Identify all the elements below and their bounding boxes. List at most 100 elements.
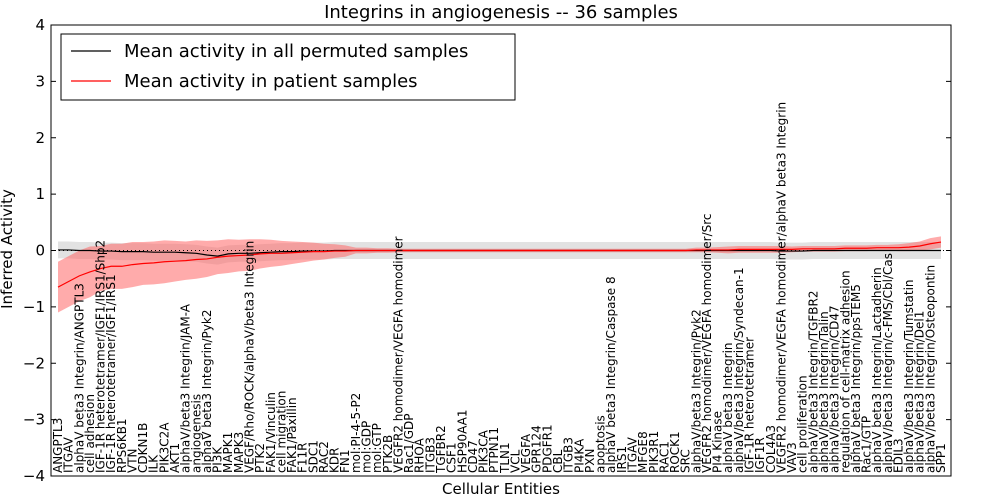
y-ticks: −4 −3 −2 −1 0 1 2 3 4 [23,16,951,485]
x-category-label: mol:GDP [360,421,374,473]
y-tick-label: 2 [35,129,45,147]
legend-patient-label: Mean activity in patient samples [124,71,418,92]
x-category-label: COL4A3 [764,425,778,473]
x-category-label: HSP90AA1 [455,409,469,473]
y-tick-label: −1 [23,298,45,316]
x-category-label: VAV3 [785,442,799,473]
x-category-label: VEGF/Rho/ROCK/alphaV/beta3 Integrin [242,241,256,473]
x-category-label: alphaV beta3 Integrin/ppsTEM5 [849,284,863,473]
x-category-label: PI4 Kinase [711,411,725,473]
legend-permuted-label: Mean activity in all permuted samples [124,41,468,62]
x-category-label: IGF-1R heterotetramer/IGF1/IRS1/Shp2 [94,240,108,473]
x-category-label: ITGAV [625,436,639,473]
chart-title: Integrins in angiogenesis -- 36 samples [324,2,678,23]
y-tick-label: 1 [35,185,45,203]
x-category-label: SDC1 [306,440,320,473]
x-category-label: RAC1 [657,441,671,473]
x-category-label: SPP1 [934,443,948,473]
x-category-label: alphaV beta3 Integrin [721,342,735,473]
x-category-label: PIK3CA [477,429,491,473]
x-category-label: F11R [296,442,310,473]
x-category-label: PI3K [211,446,225,473]
x-category-label: TLN1 [498,442,512,474]
x-category-label: AKT1 [168,443,182,473]
x-category-label: RHOA [413,437,427,473]
line-layer [51,241,951,288]
plot-frame [50,24,952,477]
x-category-label: alphaV/beta3 Integrin/Osteopontin [923,265,937,473]
x-category-label: FAK1/Paxillin [285,397,299,473]
x-category-label: ANGPTL3 [51,418,65,473]
y-tick-label: 0 [35,242,45,260]
x-category-label: alphaV/beta3 Integrin/Tumstatin [902,279,916,473]
y-tick-label: 3 [35,72,45,90]
x-category-label: VEGFR2 homodimer/VEGFA homodimer/alphaV … [774,102,788,473]
x-category-label: alphaV/beta3 Integrin/CD47 [828,305,842,473]
x-category-label: MAPK1 [221,432,235,473]
x-category-label: RPS6KB1 [115,418,129,473]
x-category-label: EDIL3 [891,438,905,473]
x-category-label: MFGE8 [636,431,650,473]
x-category-label: alphaV/beta3 Integrin/c-FMS/Cbl/Cas [881,253,895,473]
x-category-label: ITGAV [62,436,76,473]
legend: Mean activity in all permuted samples Me… [60,33,516,101]
y-tick-label: −4 [23,467,45,485]
x-category-label: IGF-1R heterotetramer [743,337,757,473]
x-category-label: alphaV beta3 Integrin/Lactadherin [870,267,884,473]
x-category-label: ROCK1 [668,431,682,473]
x-axis-label: Cellular Entities [442,480,560,498]
legend-box [60,33,516,101]
x-category-label: alphaV/beta3 Integrin/Del1 [913,311,927,473]
x-category-label: cell migration [274,391,288,473]
x-category-label: alphaV/beta3 Integrin/Pyk2 [689,309,703,473]
x-category-label: SRC [679,449,693,473]
x-category-label: FN1 [338,449,352,473]
x-category-label: apoptosis [594,415,608,473]
x-category-label: alphaV beta3 Integrin/Pyk2 [200,310,214,473]
x-category-label: ILK [147,454,161,473]
x-category-label: FAK1/Vinculin [264,392,278,473]
y-tick-label: 4 [35,16,45,34]
x-category-label: PTK2 [253,443,267,473]
x-category-label: Rac1/GTP [860,416,874,473]
x-category-label: VEGFR2 homodimer/VEGFA homodimer/Src [700,213,714,473]
x-category-label: cell proliferation [796,375,810,473]
x-category-label: CSF1 [445,442,459,473]
x-category-label: RAC2 [317,441,331,473]
x-category-label: IRS1 [615,446,629,473]
x-category-label: CDKN1B [136,423,150,473]
x-category-label: PI4KA [572,438,586,473]
x-category-label: PDGFR1 [540,424,554,473]
x-category-label: alphaV/beta3 Integrin/JAM-A [179,303,193,473]
x-category-label: MAPK3 [232,432,246,473]
x-category-label: mol:PI-4-5-P2 [349,393,363,473]
patient-band [58,236,941,313]
x-category-label: regulation of cell-matrix adhesion [838,270,852,473]
x-category-label: CBL [551,449,565,473]
x-category-label: alphaV/beta3 Integrin/Talin [817,311,831,473]
x-category-label: PTPN11 [487,427,501,473]
band-layer [58,236,941,313]
x-category-label: VEGFA [519,433,533,473]
x-category-label: Rac1/GDP [402,414,416,473]
x-category-label: ITGB3 [562,437,576,473]
x-category-label: alphaV beta3 Integrin/ANGPTL3 [72,283,86,473]
x-category-label: VTN [125,448,139,473]
x-category-label: cell adhesion [83,394,97,473]
x-category-label: PIK3R1 [647,431,661,473]
x-category-label: KDR [328,448,342,473]
x-category-label: GPR124 [530,425,544,473]
x-category-label: alphaV/beta3 Integrin/Syndecan-1 [732,267,746,473]
x-category-label: PIK3C2A [157,422,171,473]
y-tick-label: −2 [23,354,45,372]
x-category-label: PXN [583,449,597,473]
x-category-label: alphaV beta3 Integrin/Caspase 8 [604,276,618,473]
x-category-label: TGFBR2 [434,425,448,474]
x-category-label: angiogenesis [189,394,203,473]
x-category-label: IGF1R [753,437,767,473]
y-axis-label: Inferred Activity [0,189,16,309]
x-category-label: alphaV/beta3 Integrin/TGFBR2 [806,290,820,473]
x-category-label: IGF-1R heterotetramer/IGF1/IRS1 [104,274,118,473]
x-category-label: VEGFR2 homodimer/VEGFA homodimer [391,236,405,473]
